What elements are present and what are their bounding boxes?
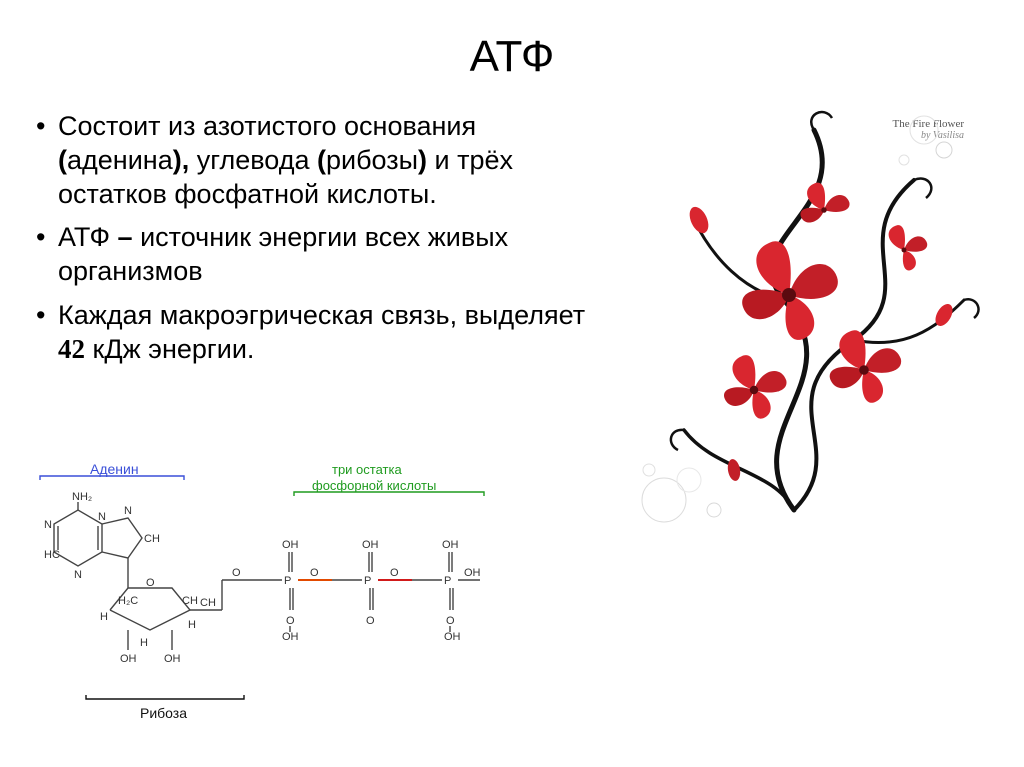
svg-text:P: P	[364, 575, 371, 587]
svg-text:P: P	[444, 575, 451, 587]
svg-text:OH: OH	[464, 567, 481, 579]
svg-text:NH₂: NH₂	[72, 491, 92, 503]
svg-text:O: O	[310, 567, 319, 579]
svg-text:O: O	[286, 615, 295, 627]
svg-text:HC: HC	[44, 549, 60, 561]
svg-text:O: O	[390, 567, 399, 579]
svg-text:N: N	[124, 505, 132, 517]
bullet-1: Состоит из азотистого основания (аденина…	[32, 110, 592, 211]
svg-text:OH: OH	[444, 631, 461, 643]
label-adenin: Аденин	[90, 461, 139, 477]
svg-text:H: H	[100, 611, 108, 623]
svg-text:H: H	[140, 637, 148, 649]
svg-text:OH: OH	[362, 539, 379, 551]
svg-text:O: O	[366, 615, 375, 627]
bullet-2: АТФ – источник энергии всех живых органи…	[32, 221, 592, 289]
flower-illustration	[594, 70, 1014, 540]
label-phosphate-1: три остатка	[332, 462, 402, 477]
bullet-3: Каждая макроэгрическая связь, выделяет 4…	[32, 299, 592, 367]
svg-text:OH: OH	[164, 653, 181, 665]
svg-text:OH: OH	[442, 539, 459, 551]
label-phosphate-2: фосфорной кислоты	[312, 478, 436, 493]
svg-text:H₂C: H₂C	[118, 595, 138, 607]
svg-text:OH: OH	[282, 539, 299, 551]
label-ribose: Рибоза	[140, 705, 187, 721]
svg-text:N: N	[74, 569, 82, 581]
svg-text:O: O	[146, 577, 155, 589]
svg-text:CH: CH	[182, 595, 198, 607]
svg-text:OH: OH	[282, 631, 299, 643]
svg-text:CH: CH	[200, 597, 216, 609]
atp-structure-diagram: Аденин три остатка фосфорной кислоты Риб…	[32, 460, 502, 725]
svg-text:N: N	[44, 519, 52, 531]
svg-text:O: O	[232, 567, 241, 579]
svg-text:O: O	[446, 615, 455, 627]
svg-text:CH: CH	[144, 533, 160, 545]
svg-text:OH: OH	[120, 653, 137, 665]
svg-text:H: H	[188, 619, 196, 631]
svg-text:N: N	[98, 511, 106, 523]
bullet-content: Состоит из азотистого основания (аденина…	[32, 110, 592, 376]
svg-text:P: P	[284, 575, 291, 587]
